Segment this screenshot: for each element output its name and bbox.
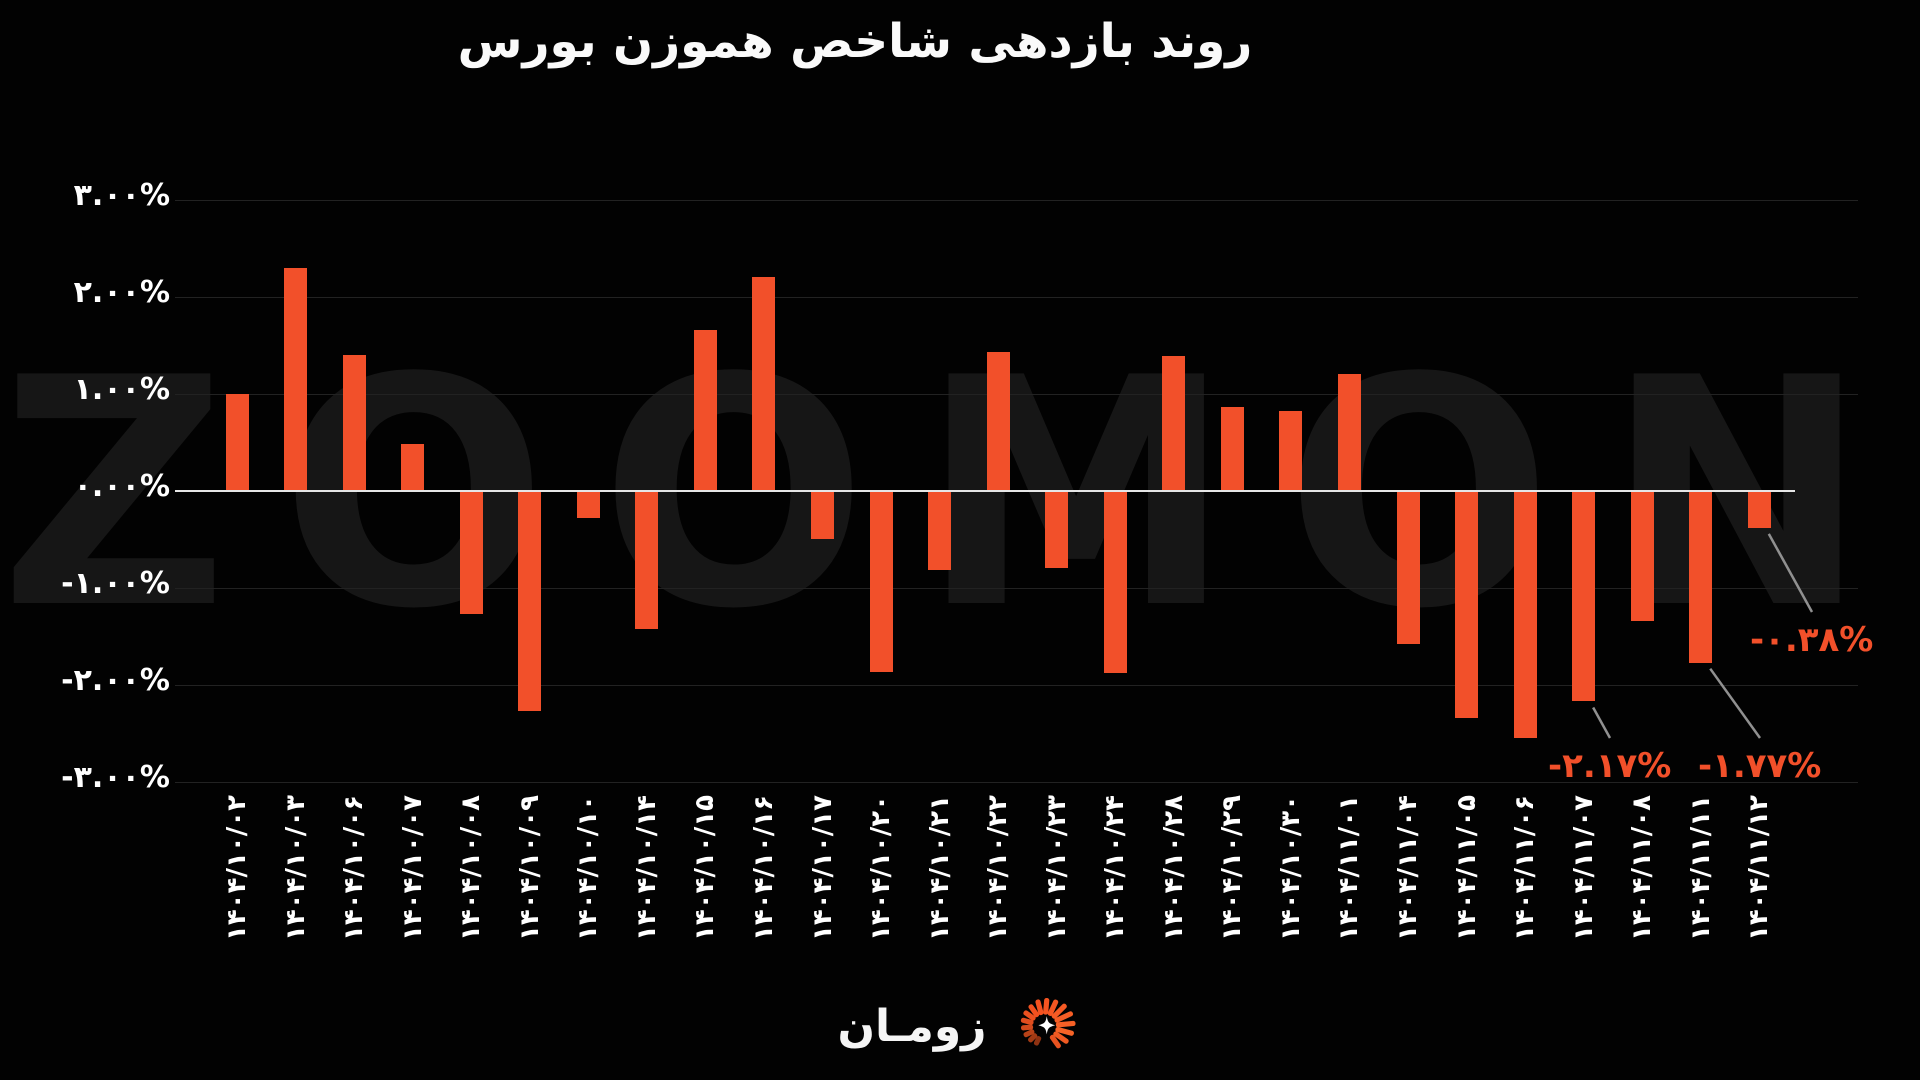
x-axis-tick-label: ۱۴۰۴/۱۰/۳۰ <box>1275 795 1306 941</box>
bar-۱۴۰۴/۱۰/۱۴ <box>635 491 659 629</box>
y-axis-tick-label: ۲.۰۰% <box>73 275 170 310</box>
x-axis-tick-label: ۱۴۰۴/۱۰/۰۹ <box>514 795 545 941</box>
x-axis-tick-label: ۱۴۰۴/۱۰/۰۶ <box>339 795 370 941</box>
brand-logo: زومـان <box>837 988 1082 1064</box>
bar-۱۴۰۴/۱۰/۰۳ <box>284 267 308 491</box>
y-axis-tick-label: ۱.۰۰% <box>73 372 170 407</box>
x-axis-tick-label: ۱۴۰۴/۱۰/۰۸ <box>456 795 487 941</box>
bar-۱۴۰۴/۱۱/۰۷ <box>1572 491 1596 702</box>
x-axis-tick-label: ۱۴۰۴/۱۰/۲۹ <box>1217 795 1248 941</box>
sunburst-ray <box>1051 1003 1067 1019</box>
sunburst-ray <box>1055 1026 1075 1036</box>
zero-axis-line <box>175 490 1795 492</box>
y-gridline <box>175 685 1858 686</box>
bar-۱۴۰۴/۱۰/۲۴ <box>1103 491 1127 674</box>
annotation-value-label: -۱.۷۷% <box>1698 746 1822 786</box>
bar-۱۴۰۴/۱۱/۰۸ <box>1630 491 1654 621</box>
x-axis-tick-label: ۱۴۰۴/۱۱/۰۷ <box>1568 795 1599 941</box>
y-gridline <box>175 782 1858 783</box>
y-axis-tick-label: ۳.۰۰% <box>73 178 170 213</box>
bar-۱۴۰۴/۱۰/۰۹ <box>518 491 542 712</box>
y-gridline <box>175 394 1858 395</box>
y-gridline <box>175 200 1858 201</box>
x-axis-tick-label: ۱۴۰۴/۱۱/۱۲ <box>1744 795 1775 941</box>
bar-۱۴۰۴/۱۱/۰۵ <box>1455 491 1479 718</box>
x-axis-tick-label: ۱۴۰۴/۱۰/۲۸ <box>1158 795 1189 941</box>
x-axis-tick-label: ۱۴۰۴/۱۱/۰۵ <box>1451 795 1482 941</box>
x-axis-tick-label: ۱۴۰۴/۱۰/۱۴ <box>631 795 662 941</box>
bar-۱۴۰۴/۱۰/۱۵ <box>693 329 717 491</box>
x-axis-tick-label: ۱۴۰۴/۱۰/۱۷ <box>807 795 838 941</box>
x-axis-tick-label: ۱۴۰۴/۱۰/۲۳ <box>1041 795 1072 941</box>
x-axis-tick-label: ۱۴۰۴/۱۰/۰۷ <box>397 795 428 941</box>
bar-۱۴۰۴/۱۰/۳۰ <box>1279 411 1303 491</box>
bar-۱۴۰۴/۱۰/۲۳ <box>1045 491 1069 568</box>
sunburst-ray <box>1053 1031 1069 1044</box>
x-axis-tick-label: ۱۴۰۴/۱۰/۲۱ <box>924 795 955 941</box>
bar-۱۴۰۴/۱۱/۰۴ <box>1396 491 1420 645</box>
bar-۱۴۰۴/۱۱/۱۲ <box>1747 491 1771 528</box>
bar-۱۴۰۴/۱۰/۱۶ <box>752 276 776 491</box>
chart-title: روند بازدهی شاخص هموزن بورس <box>457 14 1253 69</box>
bar-۱۴۰۴/۱۱/۱۱ <box>1689 491 1713 663</box>
x-axis-tick-label: ۱۴۰۴/۱۱/۱۱ <box>1685 795 1716 941</box>
bar-۱۴۰۴/۱۰/۱۷ <box>811 491 834 539</box>
sunburst-ray <box>1033 1035 1042 1046</box>
bar-۱۴۰۴/۱۰/۱۰ <box>576 491 600 519</box>
sunburst-ray <box>1047 999 1059 1017</box>
annotation-connector <box>1592 706 1612 739</box>
bar-۱۴۰۴/۱۰/۲۱ <box>928 491 952 570</box>
bar-۱۴۰۴/۱۰/۲۸ <box>1162 356 1186 491</box>
x-axis-tick-label: ۱۴۰۴/۱۱/۰۱ <box>1334 795 1365 941</box>
sunburst-ray <box>1035 999 1044 1016</box>
y-axis-tick-label: ۰.۰۰% <box>73 469 170 504</box>
sunburst-ray <box>1020 1017 1034 1026</box>
x-axis-tick-label: ۱۴۰۴/۱۰/۰۲ <box>222 795 252 941</box>
sunburst-ray <box>1028 1004 1040 1018</box>
bar-۱۴۰۴/۱۰/۲۲ <box>986 352 1010 491</box>
annotation-value-label: -۰.۳۸% <box>1750 620 1874 660</box>
x-axis-tick-label: ۱۴۰۴/۱۰/۲۴ <box>1100 795 1131 941</box>
sunburst-ray <box>1021 1024 1034 1031</box>
bar-۱۴۰۴/۱۱/۰۶ <box>1513 491 1537 739</box>
sunburst-ray <box>1054 1011 1074 1023</box>
y-gridline <box>175 297 1858 298</box>
sunburst-ray <box>1049 1034 1062 1049</box>
x-axis-tick-label: ۱۴۰۴/۱۰/۱۵ <box>690 795 721 941</box>
x-axis-tick-label: ۱۴۰۴/۱۰/۱۶ <box>748 795 779 941</box>
annotation-connector <box>1709 667 1762 739</box>
x-axis-tick-label: ۱۴۰۴/۱۱/۰۸ <box>1627 795 1658 941</box>
bar-۱۴۰۴/۱۰/۰۸ <box>459 491 483 615</box>
sunburst-ray <box>1043 997 1050 1015</box>
brand-name: زومـان <box>837 1000 987 1052</box>
y-gridline <box>175 588 1858 589</box>
sunburst-spiral-icon <box>1020 997 1076 1049</box>
bar-۱۴۰۴/۱۰/۲۹ <box>1220 406 1244 491</box>
y-axis-tick-label: -۱.۰۰% <box>61 566 170 601</box>
bar-۱۴۰۴/۱۱/۰۱ <box>1337 373 1361 491</box>
bar-۱۴۰۴/۱۰/۰۷ <box>401 444 425 491</box>
x-axis-tick-label: ۱۴۰۴/۱۰/۲۰ <box>866 795 897 941</box>
x-axis-tick-label: ۱۴۰۴/۱۰/۱۰ <box>573 795 604 941</box>
x-axis-tick-label: ۱۴۰۴/۱۰/۲۲ <box>983 795 1014 941</box>
sunburst-ray <box>1023 1029 1035 1038</box>
bar-۱۴۰۴/۱۰/۰۶ <box>342 355 366 491</box>
annotation-value-label: -۲.۱۷% <box>1548 746 1672 786</box>
sunburst-ray <box>1055 1020 1076 1028</box>
x-axis-tick-label: ۱۴۰۴/۱۱/۰۶ <box>1510 795 1541 941</box>
x-axis-tick-label: ۱۴۰۴/۱۰/۰۳ <box>280 795 311 941</box>
y-axis-tick-label: -۳.۰۰% <box>61 760 170 795</box>
bar-۱۴۰۴/۱۰/۰۲ <box>225 394 249 491</box>
bar-۱۴۰۴/۱۰/۲۰ <box>869 491 893 673</box>
sunburst-ray <box>1028 1033 1038 1043</box>
y-axis-tick-label: -۲.۰۰% <box>61 663 170 698</box>
sparkle-star <box>1038 1016 1056 1035</box>
sunburst-ray <box>1023 1010 1036 1021</box>
x-axis-tick-label: ۱۴۰۴/۱۱/۰۴ <box>1393 795 1423 941</box>
